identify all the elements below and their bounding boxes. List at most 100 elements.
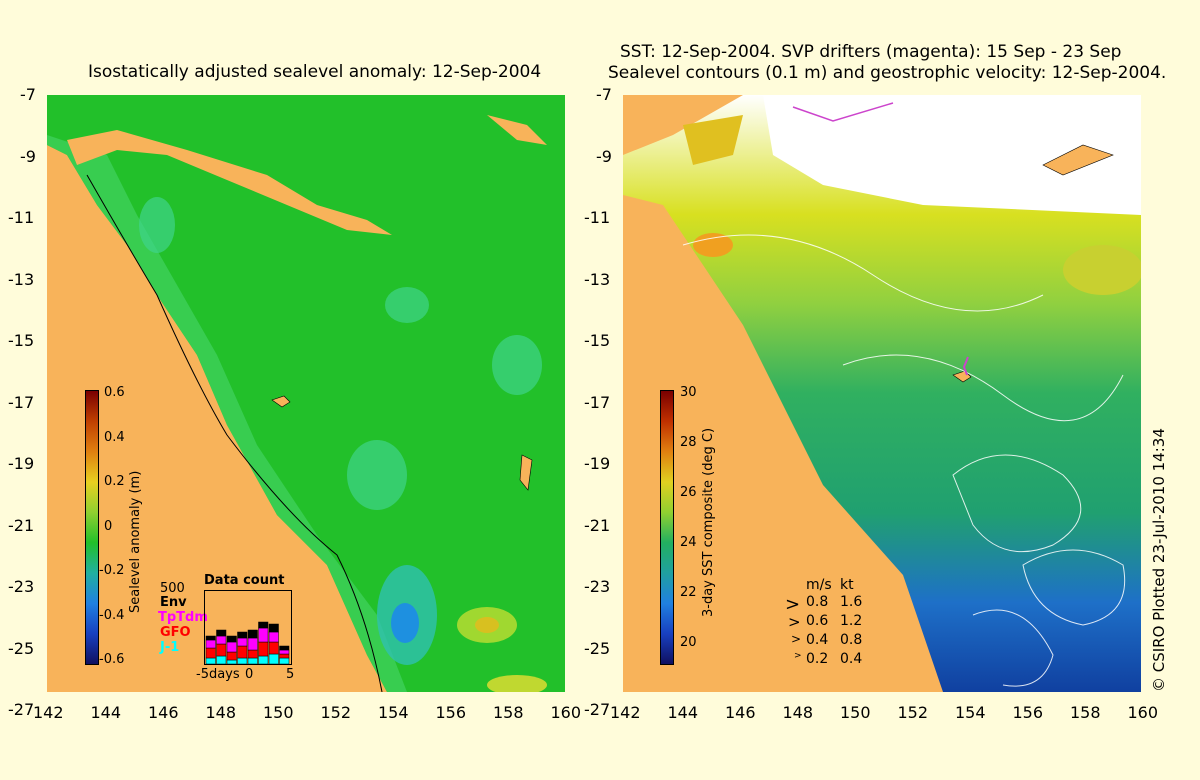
lat-tick-label: -17 [584, 392, 611, 412]
data-count-bar [205, 635, 216, 641]
lat-tick-label: -9 [20, 146, 36, 166]
sla-colorbar-tick: -0.4 [99, 607, 125, 623]
sla-colorbar-tick: 0 [104, 518, 113, 534]
lon-tick-label: 152 [897, 703, 929, 722]
data-count-bar [247, 649, 258, 659]
data-count-bar [247, 657, 258, 665]
data-count-bar [216, 629, 227, 637]
data-count-bar [268, 653, 279, 665]
data-count-bar [237, 631, 248, 639]
lat-tick-label: -27 [584, 700, 611, 719]
velocity-legend-kt: 1.2 [840, 613, 863, 629]
lat-tick-label: -7 [596, 85, 612, 104]
data-count-bar [216, 635, 227, 645]
sst-colorbar [660, 390, 674, 665]
velocity-legend-ms: 0.6 [806, 613, 829, 629]
lon-tick-label: 158 [493, 703, 524, 722]
sla-colorbar-tick: -0.6 [99, 652, 125, 667]
data-count-x-label: -5days [196, 667, 240, 682]
lon-tick-label: 160 [550, 703, 582, 722]
lon-tick-label: 160 [1127, 703, 1159, 722]
lon-tick-label: 146 [148, 703, 179, 722]
data-count-bar [247, 629, 258, 639]
velocity-legend-kt: 0.8 [840, 632, 863, 648]
velocity-legend-ms: 0.8 [806, 594, 829, 610]
sla-colorbar-tick: 0.2 [104, 474, 125, 489]
data-count-bar [205, 657, 216, 665]
velocity-legend-ms: 0.4 [806, 632, 829, 648]
data-count-bar [279, 645, 290, 651]
data-count-bar [226, 635, 237, 643]
lon-tick-label: 142 [33, 703, 64, 722]
velocity-legend-kt: 1.6 [840, 594, 863, 610]
data-count-bar [279, 657, 290, 665]
data-count-bar [226, 651, 237, 661]
sla-colorbar-tick: -0.2 [99, 563, 125, 578]
data-count-bar [258, 655, 269, 665]
lon-tick-label: 158 [1070, 703, 1101, 722]
data-count-bar [268, 631, 279, 643]
data-count-bar [247, 637, 258, 651]
lon-tick-label: 150 [263, 703, 294, 722]
sst-colorbar-tick: 30 [680, 385, 697, 400]
lat-tick-label: -11 [584, 208, 611, 227]
data-count-bar [268, 641, 279, 655]
data-count-x-label: 5 [286, 667, 295, 682]
velocity-arrow-icon: > [788, 613, 801, 631]
lat-tick-label: -21 [8, 515, 35, 535]
lat-tick-label: -15 [8, 331, 35, 350]
lon-tick-label: 156 [1012, 703, 1044, 722]
data-count-title: Data count [204, 573, 285, 588]
lon-tick-label: 156 [435, 703, 467, 722]
velocity-arrow-icon: > [785, 594, 801, 615]
lat-tick-label: -11 [8, 208, 35, 227]
lat-tick-label: -13 [8, 269, 35, 289]
lon-tick-label: 154 [378, 703, 409, 722]
velocity-arrow-icon: > [791, 632, 802, 646]
right-map-title-line1: SST: 12-Sep-2004. SVP drifters (magenta)… [620, 42, 1122, 62]
lat-tick-label: -27 [8, 700, 35, 719]
lat-tick-label: -23 [8, 577, 35, 596]
data-count-max: 500 [160, 581, 185, 596]
velocity-legend-header: kt [840, 577, 854, 593]
lon-tick-label: 154 [955, 703, 986, 722]
sla-colorbar-title: Sealevel anomaly (m) [128, 470, 143, 613]
lat-tick-label: -19 [584, 454, 611, 473]
data-count-bar [268, 623, 279, 633]
sla-colorbar-tick: 0.6 [104, 385, 125, 400]
velocity-arrow-icon: > [794, 651, 802, 661]
lat-tick-label: -15 [584, 331, 611, 350]
right-map-title-line2: Sealevel contours (0.1 m) and geostrophi… [608, 63, 1167, 83]
data-count-series-label: GFO [160, 625, 191, 640]
sst-map[interactable] [623, 95, 1141, 692]
data-count-bar [226, 659, 237, 665]
data-count-bar [279, 653, 290, 659]
velocity-legend-ms: 0.2 [806, 651, 829, 667]
data-count-series-label: TpTdm [158, 610, 208, 625]
lon-tick-label: 152 [320, 703, 352, 722]
lon-tick-label: 144 [90, 703, 122, 722]
lon-tick-label: 142 [610, 703, 641, 722]
sealevel-anomaly-map[interactable] [47, 95, 565, 692]
lat-tick-label: -19 [8, 454, 35, 473]
sla-colorbar-tick: 0.4 [104, 429, 125, 445]
velocity-legend-header: m/s [806, 577, 832, 593]
sla-colorbar [85, 390, 99, 665]
data-count-bar [205, 647, 216, 659]
lat-tick-label: -25 [8, 638, 35, 658]
lon-tick-label: 146 [725, 703, 756, 722]
velocity-legend-kt: 0.4 [840, 651, 863, 667]
data-count-series-label: J-1 [160, 640, 180, 655]
sst-colorbar-title: 3-day SST composite (deg C) [701, 427, 716, 617]
lat-tick-label: -21 [584, 515, 611, 535]
sst-colorbar-tick: 24 [680, 535, 697, 550]
sst-colorbar-tick: 26 [680, 485, 697, 500]
lat-tick-label: -13 [584, 269, 611, 289]
lat-tick-label: -23 [584, 577, 611, 596]
left-map-title: Isostatically adjusted sealevel anomaly:… [88, 62, 542, 82]
lat-tick-label: -9 [596, 146, 612, 166]
data-count-bar [258, 621, 269, 629]
data-count-bar [258, 641, 269, 657]
data-count-bar [205, 639, 216, 649]
sst-colorbar-tick: 20 [680, 635, 697, 650]
